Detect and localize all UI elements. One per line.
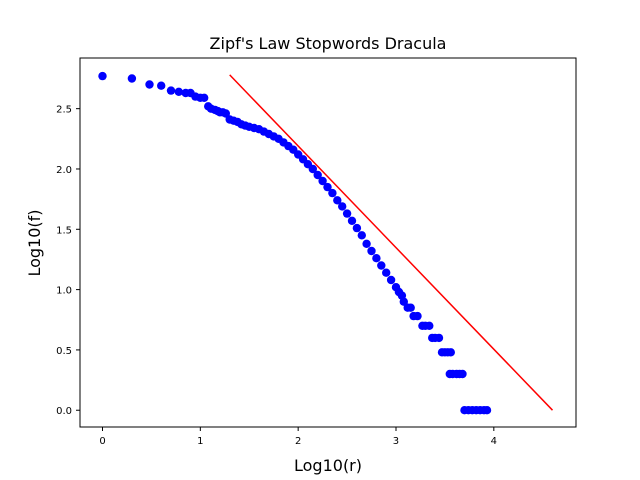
y-tick-label: 2.0 [56, 165, 72, 176]
data-point [425, 321, 434, 330]
data-point [413, 311, 422, 321]
data-point [157, 81, 166, 90]
data-point [347, 216, 357, 225]
data-point [200, 93, 209, 103]
x-tick-label: 3 [393, 436, 399, 447]
data-point [377, 261, 386, 270]
y-tick-label: 1.5 [56, 225, 72, 236]
data-point [352, 223, 362, 233]
data-point [357, 231, 366, 240]
data-point [386, 275, 396, 285]
y-tick-label: 0.5 [56, 346, 72, 357]
data-point [338, 202, 347, 211]
y-axis-ticks: 0.0 0.5 1.0 1.5 2.0 2.5 [56, 105, 80, 417]
data-point [166, 86, 176, 95]
y-axis-label: Log10(f) [25, 209, 44, 276]
data-point [434, 333, 444, 343]
y-tick-label: 2.5 [56, 105, 72, 116]
chart-title: Zipf's Law Stopwords Dracula [210, 34, 447, 53]
y-tick-label: 1.0 [56, 286, 72, 297]
data-point [127, 74, 137, 83]
axes-frame [79, 57, 577, 428]
x-tick-label: 1 [197, 436, 203, 447]
data-point [399, 297, 408, 306]
data-point [446, 348, 455, 357]
fit-line [229, 74, 554, 411]
data-point [313, 170, 322, 180]
x-axis-label: Log10(r) [294, 456, 362, 475]
plot-area [98, 71, 554, 415]
data-point [342, 209, 352, 218]
data-point [308, 164, 317, 174]
data-point [98, 71, 107, 81]
data-point [362, 239, 371, 248]
data-point [367, 246, 376, 256]
data-point [145, 80, 154, 89]
x-tick-label: 4 [491, 436, 497, 447]
data-point [318, 176, 327, 186]
data-point [333, 196, 342, 205]
x-tick-label: 2 [295, 436, 301, 447]
x-tick-label: 0 [99, 436, 105, 447]
data-point [406, 303, 415, 312]
data-point [328, 188, 337, 198]
x-axis-ticks: 0 1 2 3 4 [99, 427, 497, 447]
data-point [482, 406, 492, 415]
data-point [458, 369, 467, 379]
data-point [323, 182, 332, 192]
data-point [382, 268, 391, 277]
y-tick-label: 0.0 [56, 406, 72, 417]
data-point [372, 254, 381, 263]
data-point [174, 87, 183, 97]
data-point [221, 109, 230, 118]
